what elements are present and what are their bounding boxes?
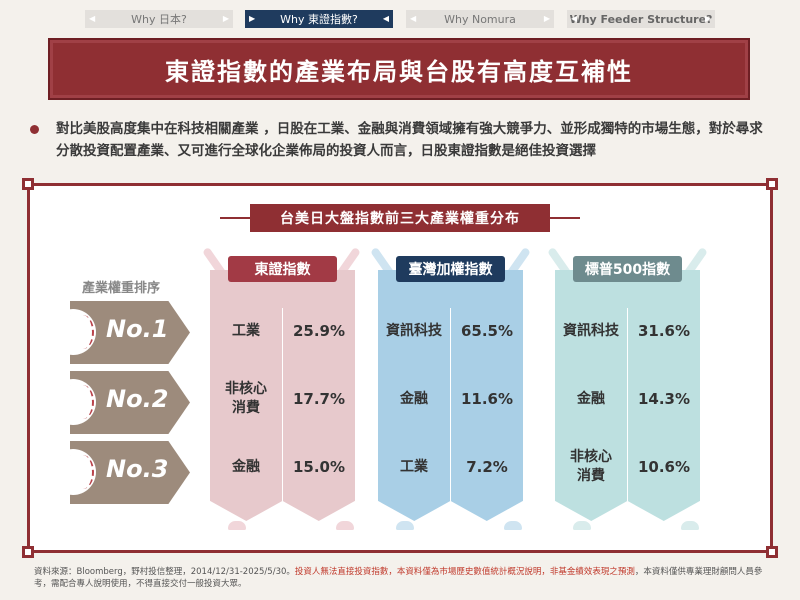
frame-corner-ornament — [766, 546, 778, 558]
frame-corner-ornament — [766, 178, 778, 190]
nav-tabs: ◀ Why 日本? ▶ ▶ Why 東證指數? ◀ ◀ Why Nomura ▶… — [0, 10, 800, 28]
sector-weight: 15.0% — [292, 457, 346, 476]
footnote-usage: ，本資料僅供專業理財顧問人員參考，需配合專人說明使用，不得直接交付一般投資大眾。 — [34, 567, 763, 589]
column-divider — [282, 308, 283, 508]
triangle-left-icon: ◀ — [410, 14, 417, 23]
tab-why-topix[interactable]: ▶ Why 東證指數? ◀ — [245, 10, 393, 28]
title-banner: 東證指數的產業布局與台股有高度互補性 — [48, 38, 750, 100]
tab-label: Why Nomura — [444, 12, 516, 26]
sector-name: 金融 — [232, 458, 260, 475]
rank-label: No.1 — [106, 315, 169, 343]
frame-corner-ornament — [22, 546, 34, 558]
tab-why-feeder-structure[interactable]: ◀ Why Feeder Structure? ▶ — [567, 10, 715, 28]
index-header: 東證指數 — [228, 256, 337, 282]
title-rule — [550, 217, 580, 219]
column-body: 工業 25.9% 非核心 消費 17.7% 金融 15.0% — [210, 270, 355, 521]
tab-label: Why 東證指數? — [280, 13, 358, 26]
footnote-source: 資料來源：Bloomberg，野村投信整理，2014/12/31-2025/5/… — [34, 567, 295, 577]
sector-weight: 7.2% — [466, 457, 508, 476]
cap-icon — [396, 521, 414, 530]
sector-name: 金融 — [400, 390, 428, 407]
tab-label: Why Feeder Structure? — [569, 12, 713, 26]
rank-header: 產業權重排序 — [82, 281, 161, 296]
sector-weight: 10.6% — [637, 457, 691, 476]
index-header: 臺灣加權指數 — [396, 256, 505, 282]
column-body: 資訊科技 31.6% 金融 14.3% 非核心 消費 10.6% — [555, 270, 700, 521]
triangle-left-icon: ◀ — [89, 14, 96, 23]
bullet-icon — [30, 125, 39, 134]
triangle-right-icon: ▶ — [543, 14, 550, 23]
cap-icon — [228, 521, 246, 530]
triangle-left-icon: ◀ — [571, 14, 578, 23]
sector-weight: 65.5% — [460, 321, 514, 340]
rank-arrow-2: No.2 — [70, 371, 190, 434]
footnote: 資料來源：Bloomberg，野村投信整理，2014/12/31-2025/5/… — [34, 566, 779, 590]
triangle-right-icon: ◀ — [382, 14, 389, 23]
sector-weight: 17.7% — [292, 389, 346, 408]
tab-label: Why 日本? — [131, 13, 187, 26]
rank-arrow-3: No.3 — [70, 441, 190, 504]
triangle-left-icon: ▶ — [249, 14, 256, 23]
baseball-icon — [70, 379, 96, 425]
sector-name: 工業 — [232, 322, 260, 339]
intro-text: 對比美股高度集中在科技相關產業 ，日股在工業、金融與消費領域擁有強大競爭力、並形… — [56, 121, 763, 159]
index-column-topix: 工業 25.9% 非核心 消費 17.7% 金融 15.0% 東證指數 — [210, 256, 355, 521]
sector-weight-panel: 台美日大盤指數前三大產業權重分布 產業權重排序 No.1 No.2 No.3 工… — [22, 178, 778, 558]
sector-name: 工業 — [400, 458, 428, 475]
index-column-sp500: 資訊科技 31.6% 金融 14.3% 非核心 消費 10.6% 標普500指數 — [555, 256, 700, 521]
cap-icon — [681, 521, 699, 530]
chart-title-wrap: 台美日大盤指數前三大產業權重分布 — [220, 204, 580, 232]
tab-why-nomura[interactable]: ◀ Why Nomura ▶ — [406, 10, 554, 28]
cap-icon — [573, 521, 591, 530]
sector-weight: 31.6% — [637, 321, 691, 340]
baseball-icon — [70, 449, 96, 495]
sector-name: 資訊科技 — [386, 322, 442, 339]
title-rule — [220, 217, 250, 219]
tab-why-japan[interactable]: ◀ Why 日本? ▶ — [85, 10, 233, 28]
index-header: 標普500指數 — [573, 256, 682, 282]
sector-weight: 11.6% — [460, 389, 514, 408]
footnote-disclaimer: 投資人無法直接投資指數，本資料僅為市場歷史數值統計概況說明，非基金績效表現之預測 — [294, 567, 635, 577]
cap-icon — [504, 521, 522, 530]
cap-icon — [336, 521, 354, 530]
column-body: 資訊科技 65.5% 金融 11.6% 工業 7.2% — [378, 270, 523, 521]
frame-corner-ornament — [22, 178, 34, 190]
sector-name: 金融 — [577, 390, 605, 407]
chart-title: 台美日大盤指數前三大產業權重分布 — [250, 204, 550, 232]
column-divider — [627, 308, 628, 508]
index-column-taiex: 資訊科技 65.5% 金融 11.6% 工業 7.2% 臺灣加權指數 — [378, 256, 523, 521]
triangle-right-icon: ▶ — [222, 14, 229, 23]
column-divider — [450, 308, 451, 508]
rank-arrow-1: No.1 — [70, 301, 190, 364]
sector-weight: 14.3% — [637, 389, 691, 408]
page-title: 東證指數的產業布局與台股有高度互補性 — [165, 57, 633, 86]
rank-label: No.3 — [106, 455, 169, 483]
sector-name: 非核心 消費 — [225, 381, 267, 416]
rank-label: No.2 — [106, 385, 169, 413]
sector-name: 非核心 消費 — [570, 449, 612, 484]
sector-name: 資訊科技 — [563, 322, 619, 339]
sector-weight: 25.9% — [292, 321, 346, 340]
intro-section: 對比美股高度集中在科技相關產業 ，日股在工業、金融與消費領域擁有強大競爭力、並形… — [30, 118, 775, 162]
baseball-icon — [70, 309, 96, 355]
triangle-right-icon: ▶ — [704, 14, 711, 23]
